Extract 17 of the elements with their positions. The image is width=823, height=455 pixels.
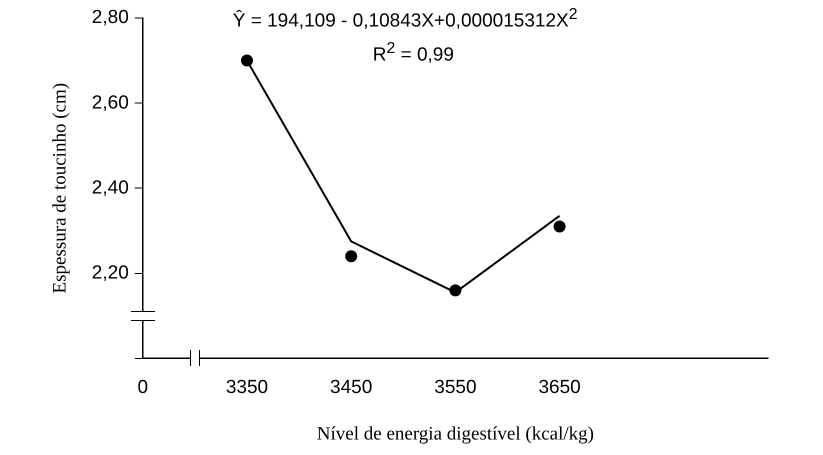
point [554,220,566,232]
y-tick-label: 2,80 [92,7,129,28]
y-tick-label: 2,40 [92,177,129,198]
x-axis-title: Nível de energia digestível (kcal/kg) [316,424,594,445]
x-tick-label: 0 [137,377,148,398]
point [345,250,358,262]
y-tick-label: 2,20 [92,262,129,284]
annotation: R$^{2}$ = 0,99 [372,40,454,66]
x-tick-label: 3650 [538,377,581,398]
annotation: Ŷ = 194,109 - 0,10843X+0,000015312X$^{2}$ [232,6,578,32]
x-tick-label: 3550 [434,377,477,398]
x-tick-label: 3450 [330,377,372,398]
x-tick-label: 3350 [226,377,268,398]
point [449,284,462,296]
y-axis-title: Espessura de toucinho (cm) [49,82,70,294]
y-tick-label: 2,60 [92,92,129,114]
point [240,54,253,67]
